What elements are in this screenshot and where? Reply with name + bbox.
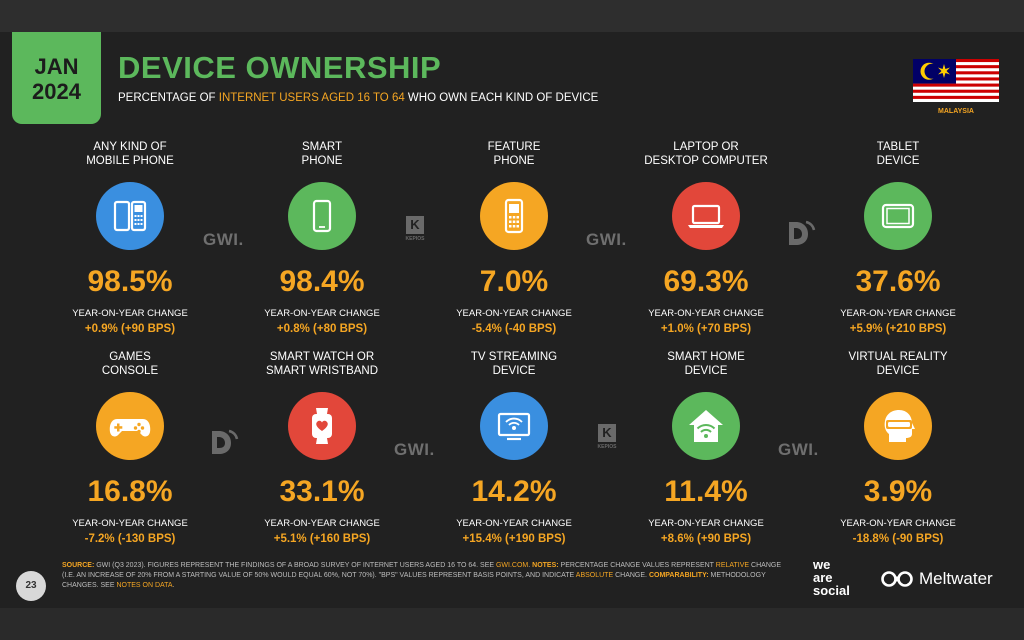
page-subtitle: PERCENTAGE OF INTERNET USERS AGED 16 TO …: [118, 92, 598, 104]
device-label: GAMES CONSOLE: [101, 351, 159, 377]
gwi-logo: GWI.: [203, 230, 244, 249]
page-number: 23: [16, 571, 46, 601]
device-value: 98.4%: [279, 265, 365, 298]
device-value: 7.0%: [479, 265, 549, 298]
device-label: TABLET DEVICE: [876, 141, 920, 167]
subtitle-highlight: INTERNET USERS AGED 16 TO 64: [218, 92, 405, 104]
window-bottom-bar: [0, 608, 1024, 640]
date-badge: JAN 2024: [12, 32, 101, 124]
we-are-social-logo: we are social: [813, 557, 850, 598]
mobile-phones-icon: [96, 182, 164, 250]
yoy-label: YEAR-ON-YEAR CHANGE: [264, 308, 380, 319]
gwi-logo: GWI.: [394, 440, 435, 459]
kepios-logo: K KEPIOS: [405, 216, 425, 242]
device-label: TV STREAMING DEVICE: [470, 351, 558, 377]
yoy-value: +0.9% (+90 BPS): [84, 323, 176, 335]
feature-phone-icon: [480, 182, 548, 250]
gwi-logo: GWI.: [778, 440, 819, 459]
gwi-link[interactable]: GWI.COM: [495, 562, 529, 569]
device-label: SMART WATCH OR SMART WRISTBAND: [265, 351, 379, 377]
smart-home-icon: [672, 392, 740, 460]
tv-streaming-icon: [480, 392, 548, 460]
laptop-icon: [672, 182, 740, 250]
slide: JAN 2024 DEVICE OWNERSHIP PERCENTAGE OF …: [0, 32, 1024, 608]
yoy-label: YEAR-ON-YEAR CHANGE: [456, 518, 572, 529]
subtitle-prefix: PERCENTAGE OF: [118, 92, 219, 104]
device-card-tv-streaming: TV STREAMING DEVICE 14.2% YEAR-ON-YEAR CH…: [424, 350, 604, 545]
device-label: SMART PHONE: [301, 141, 343, 167]
date-year: 2024: [32, 79, 81, 104]
device-value: 14.2%: [471, 475, 557, 508]
yoy-value: -18.8% (-90 BPS): [852, 533, 944, 545]
device-card-smart-home: SMART HOME DEVICE 11.4% YEAR-ON-YEAR CHAN…: [616, 350, 796, 545]
device-value: 33.1%: [279, 475, 365, 508]
meltwater-wordmark: Meltwater: [919, 569, 993, 588]
device-card-smartphone: SMART PHONE 98.4% YEAR-ON-YEAR CHANGE +0.…: [232, 140, 412, 335]
yoy-value: +1.0% (+70 BPS): [660, 323, 752, 335]
page-title: DEVICE OWNERSHIP: [118, 50, 442, 85]
yoy-value: +15.4% (+190 BPS): [462, 533, 566, 545]
device-card-vr: VIRTUAL REALITY DEVICE 3.9% YEAR-ON-YEAR …: [808, 350, 988, 545]
device-label: SMART HOME DEVICE: [667, 351, 745, 377]
smartphone-icon: [288, 182, 356, 250]
yoy-label: YEAR-ON-YEAR CHANGE: [840, 518, 956, 529]
yoy-label: YEAR-ON-YEAR CHANGE: [648, 518, 764, 529]
device-card-games-console: GAMES CONSOLE 16.8% YEAR-ON-YEAR CHANGE -…: [40, 350, 220, 545]
yoy-value: +5.9% (+210 BPS): [849, 323, 947, 335]
device-value: 37.6%: [855, 265, 941, 298]
source-footnote: SOURCE: GWI (Q3 2023). FIGURES REPRESENT…: [62, 562, 781, 589]
date-month: JAN: [34, 54, 79, 79]
vr-headset-icon: [864, 392, 932, 460]
device-card-tablet: TABLET DEVICE 37.6% YEAR-ON-YEAR CHANGE +…: [808, 140, 988, 335]
yoy-label: YEAR-ON-YEAR CHANGE: [456, 308, 572, 319]
device-value: 69.3%: [663, 265, 749, 298]
meltwater-logo: Meltwater: [880, 569, 993, 589]
device-value: 16.8%: [87, 475, 173, 508]
device-label: FEATURE PHONE: [487, 141, 541, 167]
datareportal-logo-icon: [789, 220, 816, 245]
yoy-label: YEAR-ON-YEAR CHANGE: [72, 308, 188, 319]
device-label: LAPTOP OR DESKTOP COMPUTER: [644, 141, 768, 167]
device-value: 98.5%: [87, 265, 173, 298]
yoy-value: +5.1% (+160 BPS): [273, 533, 371, 545]
datareportal-logo-icon: [212, 429, 239, 454]
yoy-value: -7.2% (-130 BPS): [84, 533, 176, 545]
yoy-label: YEAR-ON-YEAR CHANGE: [264, 518, 380, 529]
device-value: 3.9%: [863, 475, 933, 508]
window-top-bar: [0, 0, 1024, 32]
yoy-value: +8.6% (+90 BPS): [660, 533, 752, 545]
device-card-smartwatch: SMART WATCH OR SMART WRISTBAND 33.1% YEAR…: [232, 350, 412, 545]
gwi-logo: GWI.: [586, 230, 627, 249]
yoy-value: -5.4% (-40 BPS): [471, 323, 557, 335]
game-controller-icon: [96, 392, 164, 460]
device-label: ANY KIND OF MOBILE PHONE: [86, 141, 174, 167]
meltwater-mark-icon: [881, 571, 913, 587]
subtitle-suffix: WHO OWN EACH KIND OF DEVICE: [404, 92, 599, 104]
yoy-label: YEAR-ON-YEAR CHANGE: [648, 308, 764, 319]
yoy-label: YEAR-ON-YEAR CHANGE: [72, 518, 188, 529]
device-label: VIRTUAL REALITY DEVICE: [848, 351, 948, 377]
device-card-any-mobile-phone: ANY KIND OF MOBILE PHONE 98.5% YEAR-ON-YE…: [40, 140, 220, 335]
country-label: MALAYSIA: [938, 108, 974, 115]
device-card-laptop: LAPTOP OR DESKTOP COMPUTER 69.3% YEAR-ON-…: [616, 140, 796, 335]
yoy-value: +0.8% (+80 BPS): [276, 323, 368, 335]
notes-on-data-link[interactable]: NOTES ON DATA: [116, 582, 173, 589]
kepios-logo: K KEPIOS: [597, 424, 617, 450]
malaysia-flag-icon: [913, 59, 999, 102]
device-value: 11.4%: [664, 475, 748, 508]
smartwatch-icon: [288, 392, 356, 460]
tablet-icon: [864, 182, 932, 250]
yoy-label: YEAR-ON-YEAR CHANGE: [840, 308, 956, 319]
device-card-feature-phone: FEATURE PHONE 7.0% YEAR-ON-YEAR CHANGE -5…: [424, 140, 604, 335]
